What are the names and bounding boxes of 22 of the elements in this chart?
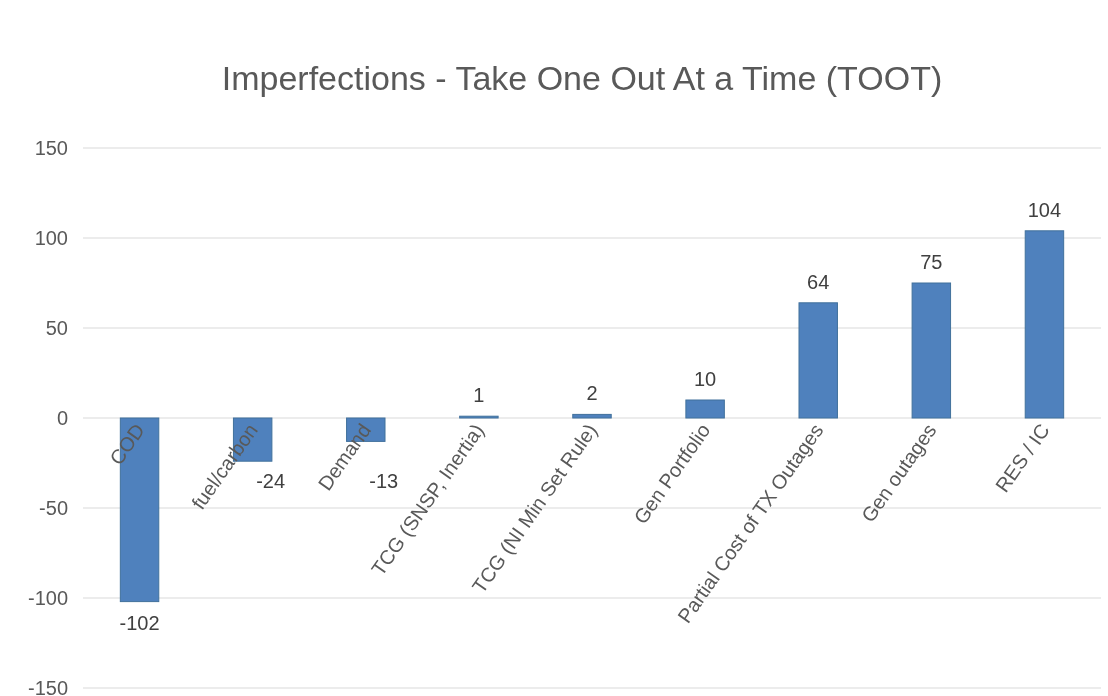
data-label: 2 <box>586 382 598 405</box>
y-tick-label: 100 <box>34 227 68 249</box>
bar <box>572 413 612 419</box>
data-label: -102 <box>119 611 160 634</box>
bar <box>685 399 725 419</box>
y-tick-label: -150 <box>27 677 68 696</box>
data-label: 10 <box>693 368 717 390</box>
chart-title: Imperfections - Take One Out At a Time (TOOT) <box>221 59 943 97</box>
data-label: 64 <box>807 270 830 293</box>
y-tick-label: 150 <box>34 137 68 159</box>
data-label: 104 <box>1027 198 1062 221</box>
data-label: 1 <box>473 384 485 407</box>
data-label: 75 <box>920 251 943 273</box>
bar <box>1024 230 1065 419</box>
y-tick-label: -50 <box>39 497 68 519</box>
y-tick-label: 0 <box>56 407 68 429</box>
y-tick-label: -100 <box>27 587 68 609</box>
bar <box>798 302 838 419</box>
data-label: -24 <box>256 470 286 492</box>
y-tick-label: 50 <box>45 317 68 339</box>
bar <box>911 282 952 419</box>
data-label: -13 <box>369 470 399 492</box>
